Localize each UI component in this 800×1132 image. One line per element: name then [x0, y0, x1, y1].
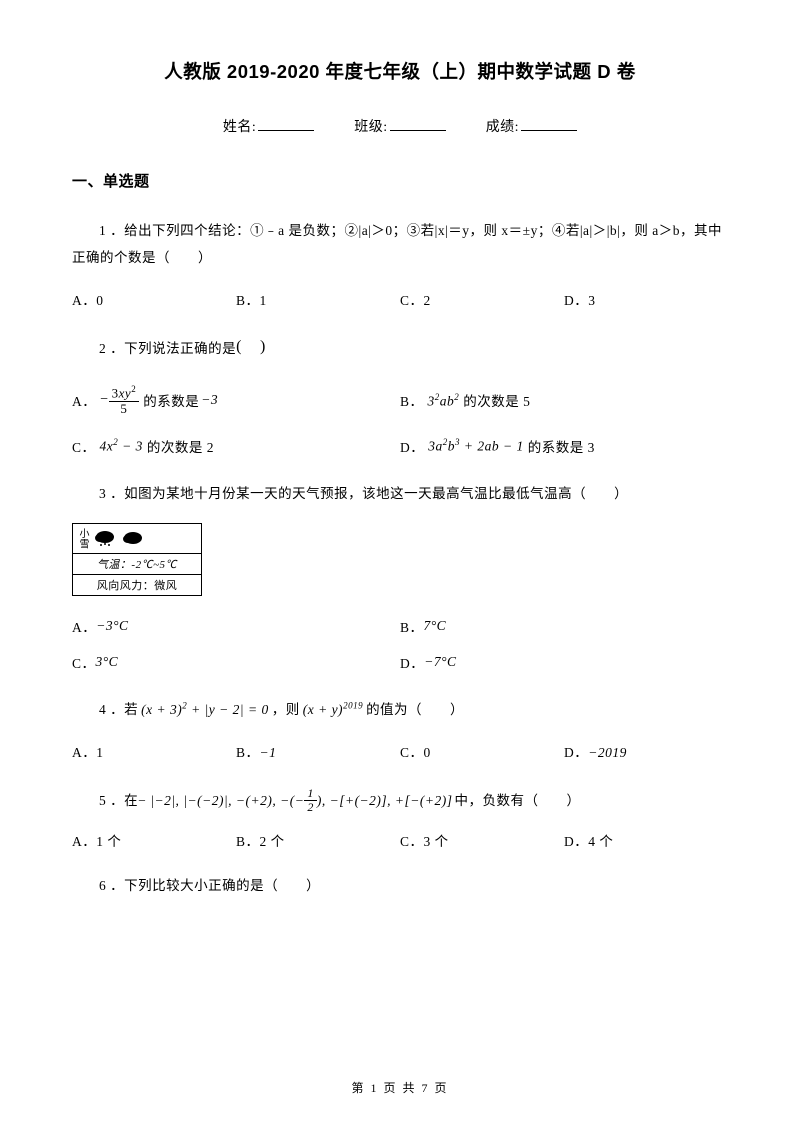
q4-suffix: 的值为（ ） — [366, 696, 464, 723]
q4-prefix: 4 ．若 — [99, 696, 138, 723]
q5-prefix: 5 ．在 — [99, 787, 138, 814]
q3a-label: A． — [72, 616, 96, 636]
q2c-prefix: C． — [72, 436, 96, 456]
question-3: 3 ．如图为某地十月份某一天的天气预报，该地这一天最高气温比最低气温高（ ） — [72, 480, 728, 507]
class-blank[interactable] — [390, 117, 446, 131]
q3b-label: B． — [400, 616, 424, 636]
q2b-suffix: 的次数是 5 — [463, 390, 530, 410]
q2-opt-b[interactable]: B． 32ab2 的次数是 5 — [400, 385, 728, 416]
q4-mid: ，则 — [272, 696, 300, 723]
question-1: 1 ．给出下列四个结论：①﹣a 是负数；②|a|＞0；③若|x|＝y，则 x＝±… — [72, 217, 728, 271]
q3-row1: A．−3°C B．7°C — [72, 616, 728, 636]
class-label: 班级: — [354, 120, 387, 135]
section-1-title: 一、单选题 — [72, 170, 728, 191]
q1-options: A．0 B．1 C．2 D．3 — [72, 289, 728, 309]
exam-title: 人教版 2019-2020 年度七年级（上）期中数学试题 D 卷 — [72, 58, 728, 84]
q4b-label: B． — [236, 745, 260, 760]
q2c-suffix: 的次数是 2 — [147, 436, 214, 456]
q3c-label: C． — [72, 652, 96, 672]
q2a-prefix: A． — [72, 390, 96, 410]
q1-opt-b[interactable]: B．1 — [236, 289, 400, 309]
q2-opt-c[interactable]: C． 4x2 − 3 的次数是 2 — [72, 436, 400, 456]
q2-row2: C． 4x2 − 3 的次数是 2 D． 3a2b3 + 2ab − 1 的系数… — [72, 436, 728, 456]
question-5: 5 ．在− |−2|, |−(−2)|, −(+2), −(−12), −[+(… — [72, 787, 728, 814]
q3d-label: D． — [400, 652, 424, 672]
weather-forecast-box: 小雪 气温：-2℃~5℃ 风向风力：微风 — [72, 523, 202, 596]
q2b-prefix: B． — [400, 390, 424, 410]
q2-row1: A． −3xy25 的系数是−3 B． 32ab2 的次数是 5 — [72, 385, 728, 416]
q2d-suffix: 的系数是 3 — [528, 436, 595, 456]
q3-opt-c[interactable]: C．3°C — [72, 652, 400, 672]
q5-suffix: 中，负数有（ ） — [455, 787, 581, 814]
question-6: 6 ．下列比较大小正确的是（ ） — [72, 872, 728, 899]
q3-opt-b[interactable]: B．7°C — [400, 616, 728, 636]
q1-opt-c[interactable]: C．2 — [400, 289, 564, 309]
weather-row-icons: 小雪 — [73, 524, 201, 554]
q4-opt-c[interactable]: C．0 — [400, 741, 564, 761]
name-blank[interactable] — [258, 117, 314, 131]
q5-options: A．1 个 B．2 个 C．3 个 D．4 个 — [72, 830, 728, 850]
weather-wind: 风向风力：微风 — [73, 575, 201, 595]
q2a-suffix: 的系数是 — [143, 390, 199, 410]
cloud-rain-icon — [93, 529, 117, 547]
q4-opt-a[interactable]: A．1 — [72, 741, 236, 761]
q2d-prefix: D． — [400, 436, 424, 456]
q5-opt-c[interactable]: C．3 个 — [400, 830, 564, 850]
question-4: 4 ．若 (x + 3)2 + |y − 2| = 0 ，则 (x + y)20… — [72, 696, 728, 723]
q2-opt-d[interactable]: D． 3a2b3 + 2ab − 1 的系数是 3 — [400, 436, 728, 456]
q4-opt-d[interactable]: D．−2019 — [564, 741, 728, 761]
score-blank[interactable] — [521, 117, 577, 131]
q3-row2: C．3°C D．−7°C — [72, 652, 728, 672]
q5-opt-b[interactable]: B．2 个 — [236, 830, 400, 850]
score-label: 成绩: — [486, 120, 519, 135]
q3-opt-a[interactable]: A．−3°C — [72, 616, 400, 636]
weather-temp: 气温：-2℃~5℃ — [73, 554, 201, 575]
weather-label: 小雪 — [77, 528, 87, 549]
q1-opt-a[interactable]: A．0 — [72, 289, 236, 309]
q1-text: 1 ．给出下列四个结论：①﹣a 是负数；②|a|＞0；③若|x|＝y，则 x＝±… — [72, 223, 722, 265]
page-footer: 第 1 页 共 7 页 — [0, 1079, 800, 1096]
q2-text: 2 ．下列说法正确的是 — [99, 341, 236, 356]
q3-opt-d[interactable]: D．−7°C — [400, 652, 728, 672]
cloud-icon — [121, 529, 145, 547]
q4-options: A．1 B．−1 C．0 D．−2019 — [72, 741, 728, 761]
q2-opt-a[interactable]: A． −3xy25 的系数是−3 — [72, 385, 400, 416]
student-info-line: 姓名: 班级: 成绩: — [72, 116, 728, 136]
q4-opt-b[interactable]: B．−1 — [236, 741, 400, 761]
q5-opt-d[interactable]: D．4 个 — [564, 830, 728, 850]
q5-opt-a[interactable]: A．1 个 — [72, 830, 236, 850]
question-2: 2 ．下列说法正确的是( ) — [72, 331, 728, 363]
q4d-label: D． — [564, 745, 588, 760]
name-label: 姓名: — [223, 120, 256, 135]
q1-opt-d[interactable]: D．3 — [564, 289, 728, 309]
